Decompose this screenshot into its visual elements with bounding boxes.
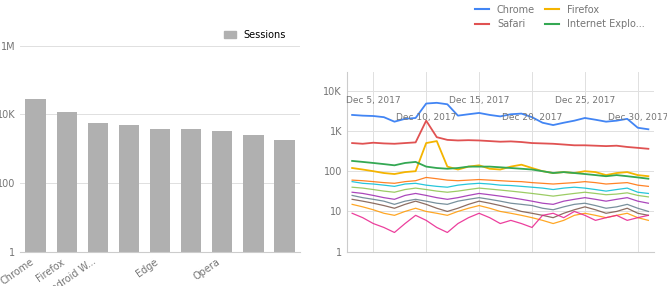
Bar [57,112,77,286]
Bar [150,129,170,286]
Text: Dec 5, 2017: Dec 5, 2017 [346,96,401,106]
Bar [25,99,45,286]
Bar [119,125,139,286]
Legend: Chrome, Safari, Firefox, Internet Explo...: Chrome, Safari, Firefox, Internet Explo.… [471,1,649,33]
Text: Dec 10, 2017: Dec 10, 2017 [396,113,456,122]
Text: Dec 30, 2017: Dec 30, 2017 [608,113,667,122]
Bar [243,135,263,286]
Bar [212,131,232,286]
Text: Dec 15, 2017: Dec 15, 2017 [449,96,510,106]
Text: Dec 20, 2017: Dec 20, 2017 [502,113,562,122]
Bar [181,129,201,286]
Bar [275,140,295,286]
Legend: Sessions: Sessions [220,26,289,44]
Bar [87,123,108,286]
Text: Dec 25, 2017: Dec 25, 2017 [555,96,615,106]
